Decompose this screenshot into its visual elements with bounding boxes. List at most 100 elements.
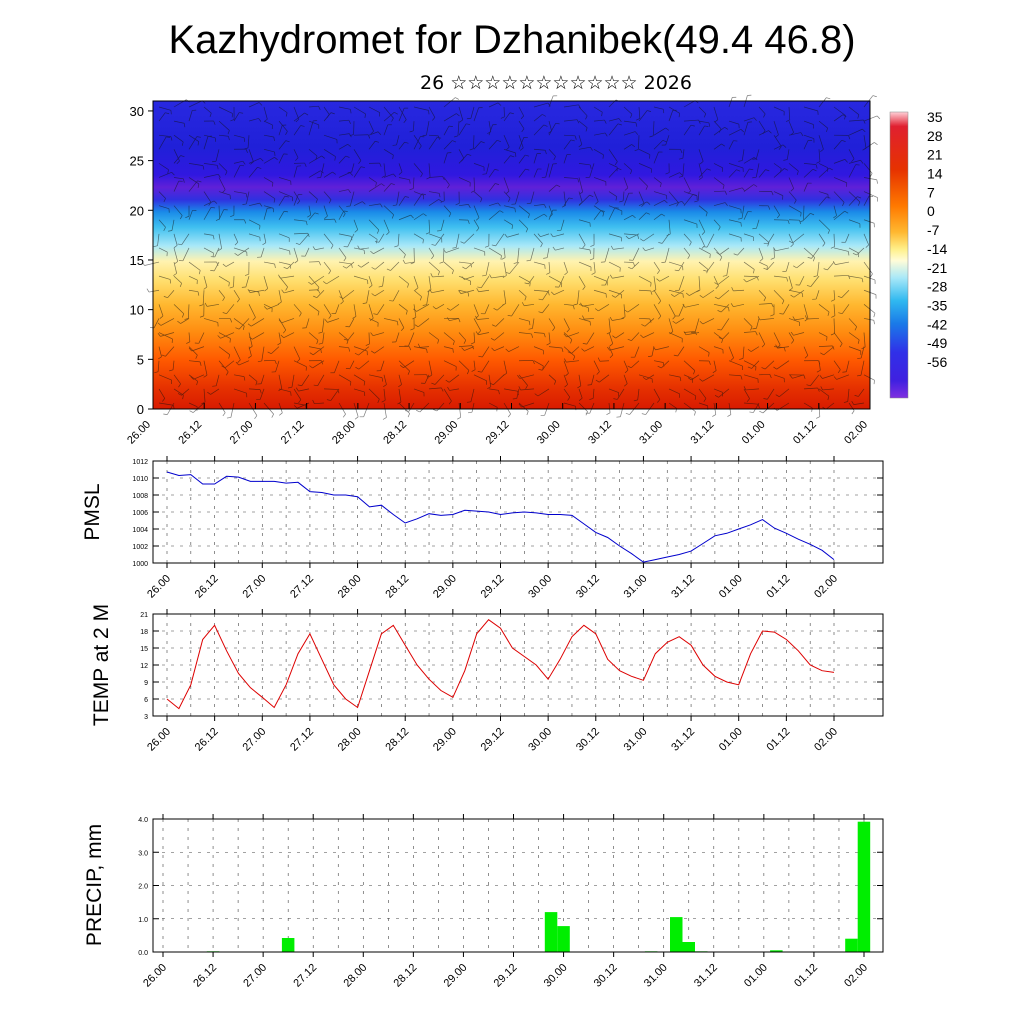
pmsl-line (166, 471, 835, 563)
wind-barb (278, 196, 286, 206)
wind-barb (577, 290, 580, 305)
wind-barb (758, 303, 772, 305)
wind-barb-flag (242, 325, 245, 330)
wind-barb-flag (467, 292, 469, 297)
wind-barb-flag (213, 120, 216, 125)
wind-barb-flag (422, 304, 427, 306)
wind-barb-flag (171, 172, 175, 176)
y-tick-label: 20 (130, 203, 144, 218)
wind-barb (308, 304, 320, 312)
wind-barb (815, 290, 820, 300)
wind-barb-flag (799, 220, 804, 223)
wind-barb (158, 171, 172, 178)
wind-barb (203, 388, 206, 403)
wind-barb-flag (768, 205, 771, 210)
wind-barb-flag (448, 213, 452, 218)
wind-barb (338, 189, 349, 192)
wind-barb (293, 166, 298, 178)
x-tick-label: 26.00 (145, 726, 173, 754)
wind-barb (599, 374, 610, 383)
temp-axis-label: TEMP at 2 M (90, 604, 113, 726)
wind-barb-flag (623, 383, 628, 387)
wind-barb (848, 128, 863, 136)
wind-barb-flag (739, 358, 744, 360)
wind-barb (326, 275, 340, 285)
x-tick-label: 01.12 (791, 419, 819, 447)
wind-barb (728, 120, 739, 125)
wind-barb (632, 247, 640, 261)
wind-barb (192, 402, 205, 413)
wind-barb (202, 290, 205, 305)
wind-barb-flag (489, 274, 492, 279)
wind-barb (308, 191, 318, 200)
wind-barb (278, 153, 284, 164)
wind-barb-flag (645, 185, 648, 190)
wind-barb-flag (430, 273, 433, 278)
wind-barb (743, 233, 754, 238)
wind-barb-flag (714, 296, 719, 300)
wind-barb-flag (647, 110, 652, 112)
wind-barb-flag (715, 285, 719, 289)
wind-barb (524, 303, 535, 307)
wind-barb (653, 177, 662, 184)
wind-barb-flag (566, 328, 570, 333)
wind-barb (698, 388, 707, 399)
wind-barb-flag (448, 400, 452, 405)
wind-barb (220, 332, 235, 339)
wind-barb-flag (609, 316, 613, 321)
wind-barb (308, 149, 318, 157)
wind-barb-flag (778, 146, 782, 150)
wind-barb-flag (508, 198, 511, 202)
wind-barb (847, 388, 850, 402)
y-tick-label: 3.0 (138, 850, 148, 857)
wind-barb-flag (203, 374, 208, 378)
wind-barb-flag (806, 285, 811, 287)
wind-barb (368, 304, 374, 319)
wind-barb (281, 318, 295, 324)
colorbar-label: 7 (927, 184, 935, 200)
wind-barb-flag (842, 114, 847, 118)
wind-barb (563, 197, 570, 206)
wind-barb-flag (641, 413, 646, 415)
wind-barb-flag (234, 252, 239, 256)
wind-barb-flag (342, 213, 346, 218)
wind-barb (338, 133, 350, 136)
wind-barb-flag (428, 374, 433, 378)
wind-barb (323, 261, 331, 271)
wind-barb (259, 388, 265, 400)
wind-barb-flag (771, 303, 774, 308)
wind-barb (634, 346, 640, 358)
wind-barb (160, 332, 175, 337)
wind-barb (713, 143, 722, 150)
wind-barb-flag (807, 257, 812, 259)
wind-barb-flag (334, 156, 336, 161)
wind-barb-flag (381, 175, 386, 178)
wind-barb (218, 106, 233, 114)
wind-barb-flag (287, 386, 293, 389)
wind-barb (518, 205, 530, 215)
wind-barb (398, 214, 411, 221)
wind-barb (503, 155, 511, 164)
wind-barb (743, 184, 754, 192)
wind-barb-flag (652, 346, 656, 351)
wind-barb (218, 177, 226, 190)
wind-barb-flag (578, 104, 581, 109)
wind-barb (698, 205, 708, 213)
wind-barb (443, 388, 452, 402)
wind-barb (368, 131, 379, 136)
wind-barb-flag (207, 391, 211, 395)
wind-barb-flag (570, 339, 573, 344)
wind-barb (413, 191, 424, 196)
wind-barb-flag (703, 398, 707, 403)
wind-barb (405, 261, 415, 264)
wind-barb (248, 219, 261, 226)
wind-barb-flag (197, 183, 200, 188)
wind-barb-flag (159, 315, 164, 319)
wind-barb-flag (343, 338, 348, 341)
wind-barb-flag (403, 254, 406, 259)
wind-barb (443, 125, 450, 136)
wind-barb-flag (273, 198, 276, 203)
wind-barb-flag (704, 125, 709, 127)
